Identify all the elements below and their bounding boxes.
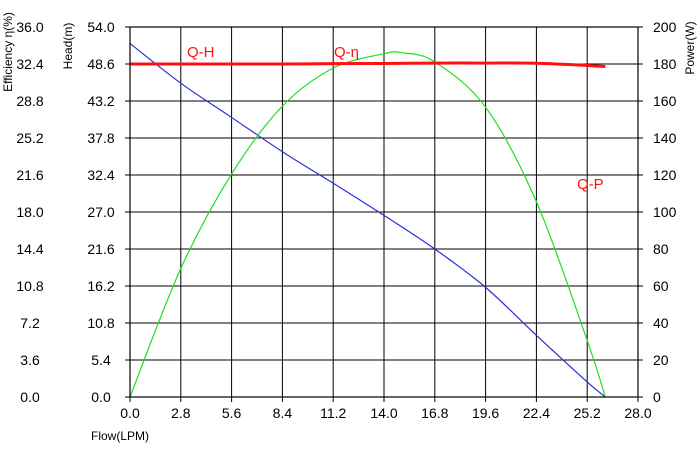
series-line-q-eta (129, 51, 606, 398)
head-tick-label: 43.2 (87, 93, 114, 109)
efficiency-tick-label: 3.6 (20, 352, 40, 368)
efficiency-tick-label: 7.2 (20, 315, 40, 331)
efficiency-axis-title: Efficiency η(%) (1, 12, 15, 92)
power-tick-label: 80 (653, 241, 669, 257)
efficiency-tick-label: 14.4 (16, 241, 43, 257)
plot-frame (129, 26, 639, 398)
x-tick-label: 0.0 (120, 405, 140, 421)
head-axis-title: Head(m) (61, 23, 75, 70)
head-tick-label: 37.8 (87, 130, 114, 146)
head-tick-label: 5.4 (91, 352, 111, 368)
power-tick-label: 180 (653, 56, 677, 72)
x-tick-label: 19.6 (472, 405, 499, 421)
head-tick-label: 32.4 (87, 167, 114, 183)
efficiency-tick-label: 28.8 (16, 93, 43, 109)
head-tick-label: 48.6 (87, 56, 114, 72)
efficiency-tick-label: 10.8 (16, 278, 43, 294)
efficiency-tick-label: 32.4 (16, 56, 43, 72)
power-tick-label: 200 (653, 19, 677, 35)
head-tick-label: 16.2 (87, 278, 114, 294)
efficiency-tick-label: 21.6 (16, 167, 43, 183)
power-tick-label: 40 (653, 315, 669, 331)
tick-labels: 0.0 2.8 5.6 8.4 11.2 14.0 16.8 19.6 22.4 25.2 28.0… (16, 19, 676, 421)
x-tick-label: 16.8 (421, 405, 448, 421)
power-tick-label: 140 (653, 130, 677, 146)
grid (129, 26, 639, 398)
head-tick-label: 0.0 (91, 389, 111, 405)
series-line-q-h (129, 42, 606, 398)
power-tick-label: 160 (653, 93, 677, 109)
x-tick-label: 11.2 (320, 405, 346, 421)
series-lines (129, 42, 606, 398)
power-axis-title: Power(W) (683, 21, 697, 74)
series-label-q-p: Q-P (577, 176, 604, 193)
head-tick-label: 27.0 (87, 204, 114, 220)
x-axis-title: Flow(LPM) (91, 429, 149, 443)
series-line-q-p (129, 61, 606, 69)
efficiency-tick-label: 25.2 (16, 130, 43, 146)
head-tick-label: 21.6 (87, 241, 114, 257)
series-label-q-eta: Q-η (334, 44, 359, 61)
x-tick-label: 8.4 (273, 405, 293, 421)
axes (125, 26, 643, 402)
head-tick-label: 10.8 (87, 315, 114, 331)
power-tick-label: 120 (653, 167, 677, 183)
power-tick-label: 20 (653, 352, 669, 368)
efficiency-tick-label: 36.0 (16, 19, 43, 35)
x-tick-label: 25.2 (574, 405, 601, 421)
efficiency-tick-label: 18.0 (16, 204, 43, 220)
head-tick-label: 54.0 (87, 19, 114, 35)
power-tick-label: 0 (653, 389, 661, 405)
x-tick-label: 5.6 (222, 405, 242, 421)
x-tick-label: 2.8 (171, 405, 191, 421)
x-tick-label: 22.4 (523, 405, 550, 421)
power-tick-label: 100 (653, 204, 677, 220)
efficiency-tick-label: 0.0 (20, 389, 40, 405)
x-tick-label: 14.0 (370, 405, 397, 421)
series-label-q-h: Q-H (187, 44, 215, 61)
power-tick-label: 60 (653, 278, 669, 294)
x-tick-label: 28.0 (624, 405, 651, 421)
